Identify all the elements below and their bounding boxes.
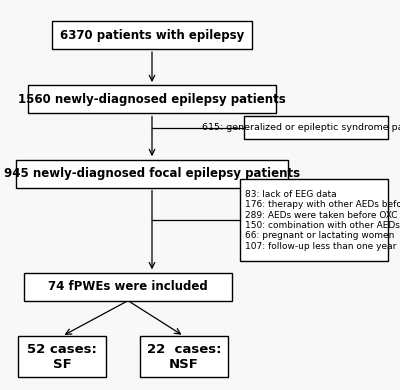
Text: 74 fPWEs were included: 74 fPWEs were included (48, 280, 208, 293)
Bar (240, 179, 388, 261)
Bar (244, 116, 388, 139)
Bar (140, 336, 228, 378)
Bar (24, 273, 232, 301)
Text: 1560 newly-diagnosed epilepsy patients: 1560 newly-diagnosed epilepsy patients (18, 93, 286, 106)
Text: 945 newly-diagnosed focal epilepsy patients: 945 newly-diagnosed focal epilepsy patie… (4, 167, 300, 180)
Text: 22  cases:
NSF: 22 cases: NSF (147, 343, 221, 371)
Text: 615: generalized or epileptic syndrome patients: 615: generalized or epileptic syndrome p… (202, 123, 400, 132)
Bar (28, 85, 276, 113)
Text: 52 cases:
SF: 52 cases: SF (27, 343, 97, 371)
Text: 83: lack of EEG data
176: therapy with other AEDs before EEG
289: AEDs were take: 83: lack of EEG data 176: therapy with o… (245, 190, 400, 251)
Bar (52, 21, 252, 49)
Bar (18, 336, 106, 378)
Text: 6370 patients with epilepsy: 6370 patients with epilepsy (60, 28, 244, 42)
Bar (16, 160, 288, 188)
